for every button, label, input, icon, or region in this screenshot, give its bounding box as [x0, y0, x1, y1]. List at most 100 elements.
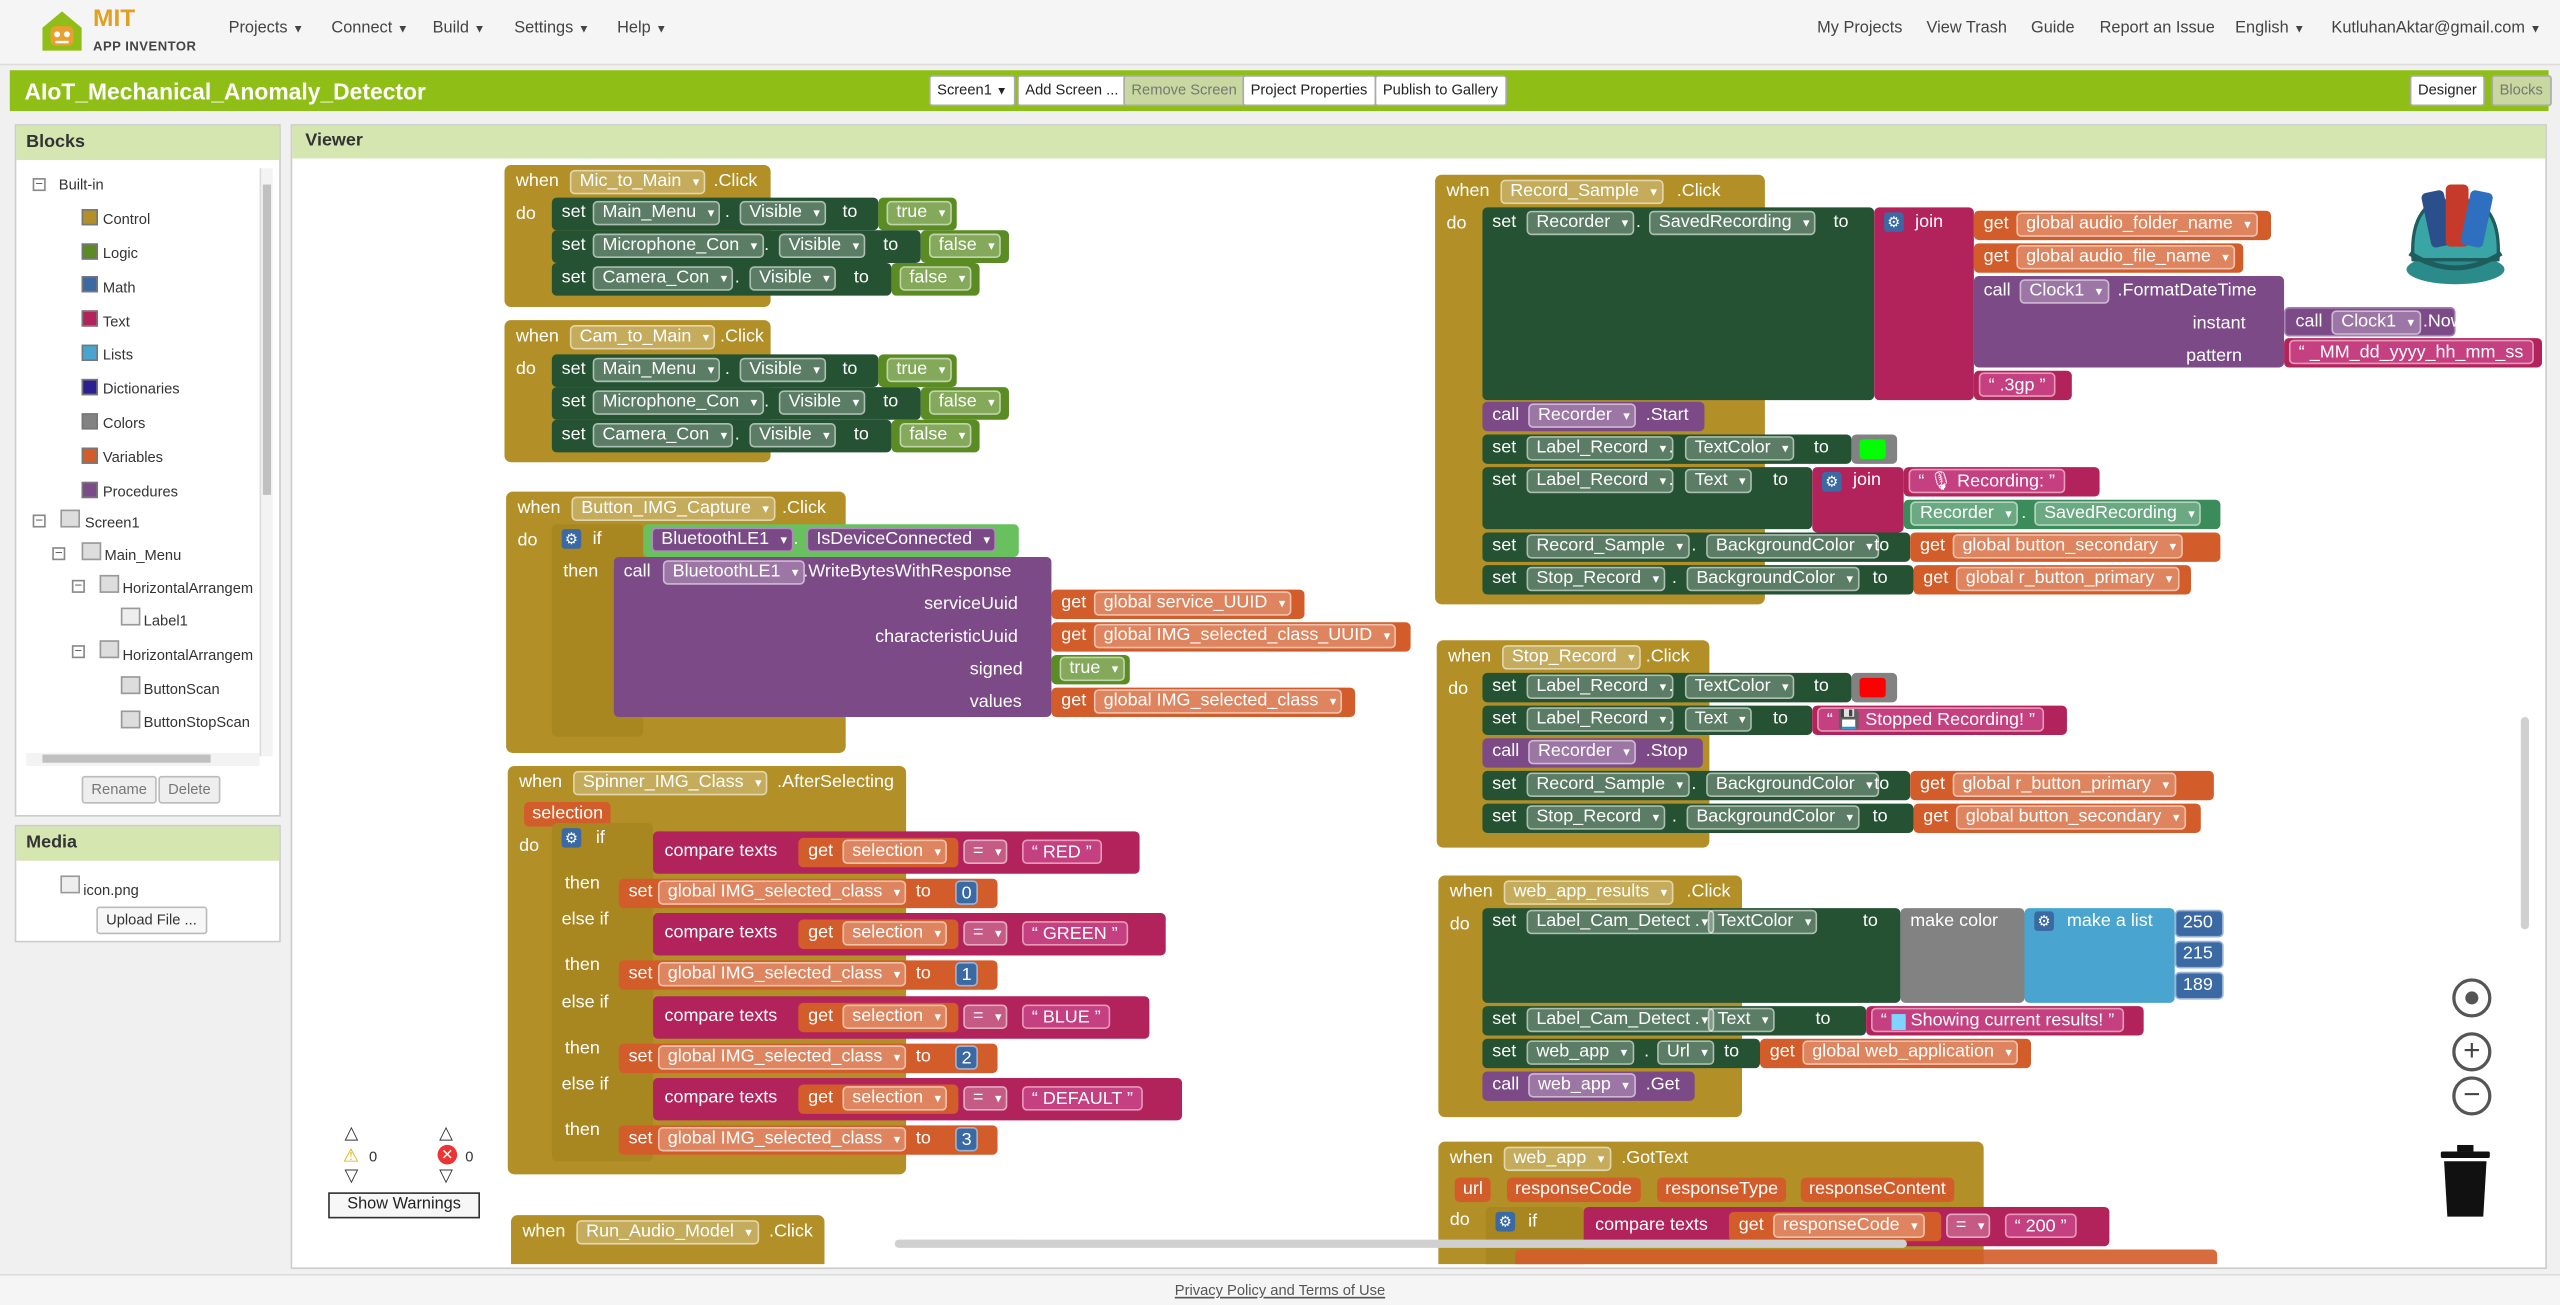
get-global-audio-file-block[interactable]: get global audio_file_name	[1973, 243, 2244, 273]
link-guide[interactable]: Guide	[2031, 19, 2075, 38]
partially-hidden-block[interactable]	[1515, 1249, 2218, 1265]
tree-label1[interactable]: Label1	[143, 612, 188, 629]
app-inventor-logo[interactable]: MIT APP INVENTOR	[36, 5, 197, 57]
logic-true-block[interactable]: true	[878, 197, 957, 231]
menu-connect[interactable]: Connect ▼	[331, 19, 409, 38]
get-global-r-button-primary-block[interactable]: get global r_button_primary	[1910, 770, 2214, 801]
workspace-horizontal-scrollbar[interactable]	[894, 1239, 1907, 1248]
drawer-math[interactable]: Math	[102, 279, 136, 296]
drawer-colors[interactable]: Colors	[102, 414, 146, 432]
number-215-block[interactable]: 215	[2174, 940, 2224, 969]
recorder-saved-recording-getter[interactable]: Recorder.SavedRecording	[1903, 499, 2221, 530]
drawer-control[interactable]: Control	[102, 210, 151, 228]
trash-can-icon[interactable]	[2438, 1144, 2494, 1217]
number-189-block[interactable]: 189	[2174, 971, 2224, 1000]
get-global-service-uuid-block[interactable]: get global service_UUID	[1051, 589, 1305, 620]
make-a-list-block[interactable]: ⚙ make a list	[2024, 908, 2175, 1003]
tree-main-menu[interactable]: Main_Menu	[104, 547, 182, 564]
privacy-policy-link[interactable]: Privacy Policy and Terms of Use	[1174, 1282, 1386, 1299]
join-block[interactable]: ⚙ join	[1874, 207, 1974, 401]
text-3gp-block[interactable]: “ .3gp ”	[1973, 370, 2072, 401]
link-my-projects[interactable]: My Projects	[1817, 19, 1903, 38]
drawer-variables[interactable]: Variables	[102, 449, 164, 466]
get-global-audio-folder-block[interactable]: get global audio_folder_name	[1973, 210, 2272, 241]
collapse-toggle-icon[interactable]: −	[71, 644, 85, 659]
zoom-in-icon[interactable]: +	[2452, 1032, 2492, 1072]
tree-button-scan[interactable]: ButtonScan	[143, 681, 220, 698]
designer-button[interactable]: Designer	[2409, 75, 2485, 107]
blocks-button[interactable]: Blocks	[2491, 75, 2552, 107]
show-warnings-button[interactable]: Show Warnings	[328, 1192, 480, 1219]
menu-settings[interactable]: Settings ▼	[514, 19, 590, 38]
link-report-issue[interactable]: Report an Issue	[2099, 19, 2215, 38]
tree-horizontal-arrangement-2[interactable]: HorizontalArrangem	[122, 646, 254, 664]
logic-true-block[interactable]: true	[1051, 654, 1130, 685]
gear-icon[interactable]: ⚙	[1495, 1211, 1516, 1232]
call-ble-write-bytes-block[interactable]: call BluetoothLE1 .WriteBytesWithRespons…	[613, 556, 1052, 718]
param-url[interactable]: url	[1454, 1177, 1491, 1203]
link-view-trash[interactable]: View Trash	[1926, 19, 2008, 38]
collapse-toggle-icon[interactable]: −	[32, 177, 46, 192]
collapse-toggle-icon[interactable]: −	[52, 546, 66, 561]
number-250-block[interactable]: 250	[2174, 909, 2224, 938]
get-global-button-secondary-block[interactable]: get global button_secondary	[1913, 803, 2201, 833]
rename-button[interactable]: Rename	[81, 775, 157, 804]
make-color-block[interactable]: make color	[1900, 908, 2025, 1003]
drawer-text[interactable]: Text	[102, 313, 130, 330]
text-pattern-block[interactable]: “ _MM_dd_yyyy_hh_mm_ss	[2284, 338, 2543, 368]
if-elseif-block[interactable]: ⚙ if then else if then else if then else…	[551, 823, 654, 1162]
menu-user-account[interactable]: KutluhanAktar@gmail.com ▼	[2331, 19, 2542, 38]
add-screen-button[interactable]: Add Screen ...	[1017, 75, 1127, 107]
text-stopped-recording-block[interactable]: “ 💾 Stopped Recording! ”	[1812, 705, 2067, 735]
blocks-workspace[interactable]: when Mic_to_Main .Click do setMain_Menu.…	[298, 161, 2543, 1265]
gear-icon[interactable]: ⚙	[1822, 472, 1842, 492]
get-global-web-application-block[interactable]: get global web_application	[1759, 1038, 2032, 1069]
tree-horizontal-scrollbar[interactable]	[26, 752, 260, 767]
param-response-content[interactable]: responseContent	[1800, 1177, 1954, 1203]
get-global-r-button-primary-block[interactable]: get global r_button_primary	[1913, 565, 2192, 595]
tree-vertical-scrollbar[interactable]	[259, 168, 273, 757]
recenter-icon[interactable]	[2452, 978, 2492, 1018]
menu-language[interactable]: English ▼	[2235, 19, 2305, 38]
arrow-up-icon[interactable]: △	[344, 1123, 359, 1144]
logic-false-block[interactable]: false	[920, 230, 1009, 263]
logic-true-block[interactable]: true	[878, 354, 957, 388]
gear-icon[interactable]: ⚙	[2034, 911, 2054, 931]
event-block-run-audio-model[interactable]: when Run_Audio_Model .Click	[511, 1215, 825, 1265]
join-block[interactable]: ⚙ join	[1812, 467, 1904, 533]
param-selection[interactable]: selection	[524, 801, 612, 827]
publish-gallery-button[interactable]: Publish to Gallery	[1374, 75, 1507, 107]
logic-false-block[interactable]: false	[891, 419, 980, 453]
tree-horizontal-arrangement-1[interactable]: HorizontalArrangem	[122, 579, 254, 597]
drawer-dictionaries[interactable]: Dictionaries	[102, 380, 180, 397]
logic-false-block[interactable]: false	[891, 262, 980, 296]
delete-button[interactable]: Delete	[158, 775, 221, 804]
text-showing-results-block[interactable]: “ ▆ Showing current results! ”	[1866, 1006, 2144, 1036]
menu-projects[interactable]: Projects ▼	[228, 19, 304, 38]
media-file-icon-png[interactable]: icon.png	[83, 881, 139, 899]
menu-help[interactable]: Help ▼	[617, 19, 667, 38]
remove-screen-button[interactable]: Remove Screen	[1123, 75, 1245, 107]
text-recording-block[interactable]: “ 🎙 Recording: ”	[1903, 467, 2100, 497]
